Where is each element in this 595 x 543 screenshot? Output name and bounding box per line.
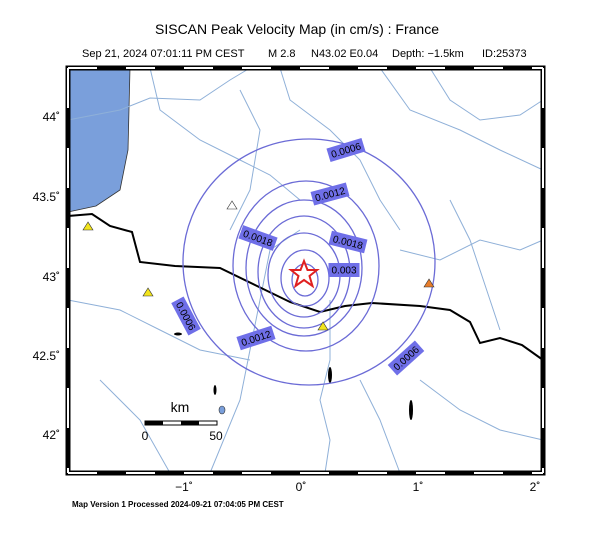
depth: Depth: −1.5km [392, 48, 464, 60]
lat-label: 44˚ [43, 110, 60, 124]
stations [82, 200, 435, 331]
epicenter [288, 258, 320, 289]
contour-value: 0.003 [331, 266, 356, 277]
magnitude: M 2.8 [268, 48, 296, 60]
scale-label: 0 [142, 429, 149, 443]
label-box [328, 263, 360, 277]
scale-bar: km 0 50 [142, 399, 223, 443]
frame-ticks [67, 67, 544, 474]
contour-label: 0.003 [328, 263, 360, 277]
border [67, 212, 544, 361]
date: Sep 21, 2024 07:01:11 PM CEST [82, 48, 245, 60]
rivers [67, 67, 544, 474]
lon-labels: −1˚ 0˚ 1˚ 2˚ [175, 480, 540, 494]
label-box [310, 182, 350, 206]
label-box [236, 325, 276, 351]
lat-label: 43˚ [43, 270, 60, 284]
title: SISCAN Peak Velocity Map (in cm/s) : Fra… [155, 21, 439, 37]
label-box [171, 296, 201, 336]
label-box [326, 137, 366, 163]
lon-label: −1˚ [175, 480, 193, 494]
islands [174, 332, 413, 420]
location: N43.02 E0.04 [311, 48, 378, 60]
lat-labels: 44˚ 43.5˚ 43˚ 42.5˚ 42˚ [33, 110, 60, 442]
scale-label: 50 [209, 429, 223, 443]
lat-label: 42˚ [43, 428, 60, 442]
label-box [238, 225, 278, 251]
scale-title: km [171, 399, 190, 415]
lat-label: 43.5˚ [33, 190, 60, 204]
contours [182, 138, 436, 386]
lat-label: 42.5˚ [33, 349, 60, 363]
subtitle: Sep 21, 2024 07:01:11 PM CEST M 2.8 N43.… [82, 48, 527, 60]
lon-label: 0˚ [296, 480, 307, 494]
lon-label: 2˚ [530, 480, 541, 494]
event-id: ID:25373 [482, 48, 527, 60]
footer: Map Version 1 Processed 2024-09-21 07:04… [72, 500, 284, 509]
label-box [328, 230, 368, 254]
lon-label: 1˚ [413, 480, 424, 494]
label-box [387, 340, 425, 376]
